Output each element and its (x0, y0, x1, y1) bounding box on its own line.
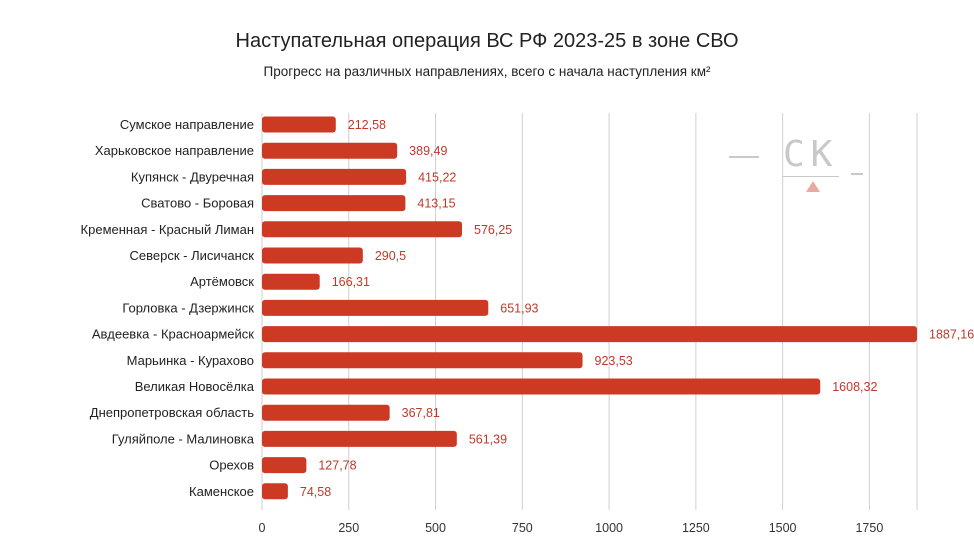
category-label: Горловка - Дзержинск (122, 300, 254, 315)
category-label: Сумское направление (120, 117, 254, 132)
bar (262, 430, 457, 447)
category-label: Купянск - Двуречная (131, 169, 254, 184)
bar (262, 221, 463, 238)
bar (262, 142, 398, 159)
category-label: Гуляйполе - Малиновка (112, 431, 255, 446)
watermark-dash-right (851, 173, 863, 175)
bars (262, 116, 917, 500)
chart-subtitle: Прогресс на различных направлениях, всег… (263, 64, 711, 79)
value-label: 415,22 (418, 170, 456, 184)
x-tick-label: 1000 (595, 521, 623, 535)
value-label: 290,5 (375, 249, 406, 263)
bar (262, 483, 288, 500)
category-label: Великая Новосёлка (135, 379, 255, 394)
bar (262, 404, 390, 421)
value-label: 923,53 (595, 354, 633, 368)
x-tick-label: 1250 (682, 521, 710, 535)
bar (262, 299, 489, 316)
labels: 0 250 500 750 1000 1250 1500 1750 Сумское направ… (81, 117, 974, 535)
watermark-dash-left (729, 156, 759, 158)
value-label: 127,78 (318, 459, 356, 473)
bar (262, 352, 583, 369)
value-label: 576,25 (474, 223, 512, 237)
value-label: 212,58 (348, 118, 386, 132)
category-label: Кременная - Красный Лиман (81, 222, 254, 237)
watermark-underline (783, 176, 839, 177)
category-label: Северск - Лисичанск (129, 248, 254, 263)
category-label: Днепропетровская область (90, 405, 254, 420)
chart-title: Наступательная операция ВС РФ 2023-25 в … (235, 30, 739, 52)
category-label: Марьинка - Курахово (127, 353, 254, 368)
value-label: 561,39 (469, 432, 507, 446)
category-label: Артёмовск (190, 274, 254, 289)
bar (262, 116, 336, 133)
value-label: 367,81 (402, 406, 440, 420)
bar (262, 195, 406, 212)
value-label: 166,31 (332, 275, 370, 289)
x-tick-label: 250 (338, 521, 359, 535)
bar (262, 457, 307, 474)
category-label: Сватово - Боровая (141, 196, 254, 211)
x-tick-label: 750 (512, 521, 533, 535)
value-label: 389,49 (409, 144, 447, 158)
watermark-logo: СК (729, 130, 869, 200)
value-label: 74,58 (300, 485, 331, 499)
category-label: Авдеевка - Красноармейск (92, 327, 254, 342)
value-label: 413,15 (417, 197, 455, 211)
bar (262, 378, 821, 395)
bar (262, 273, 320, 290)
x-tick-label: 1500 (769, 521, 797, 535)
value-label: 1887,16 (929, 328, 974, 342)
value-label: 651,93 (500, 301, 538, 315)
watermark-text: СК (783, 134, 839, 175)
triangle-icon (806, 181, 820, 192)
category-label: Орехов (209, 458, 254, 473)
x-tick-label: 500 (425, 521, 446, 535)
x-tick-label: 0 (259, 521, 266, 535)
value-label: 1608,32 (832, 380, 877, 394)
x-tick-label: 1750 (855, 521, 883, 535)
bar (262, 168, 407, 185)
category-label: Харьковское направление (95, 143, 254, 158)
category-label: Каменское (189, 484, 254, 499)
bar (262, 247, 363, 264)
bar (262, 326, 917, 343)
